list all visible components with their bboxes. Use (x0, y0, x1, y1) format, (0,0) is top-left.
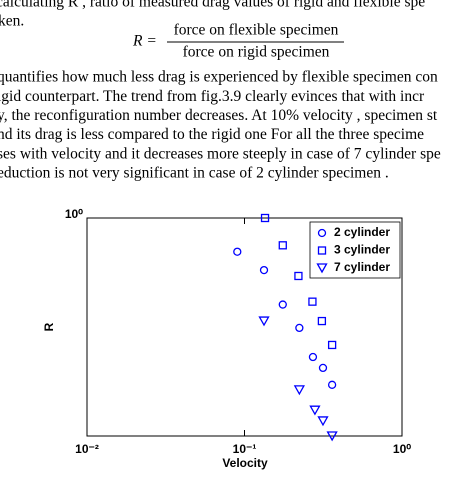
point (326, 431, 338, 442)
text-line: eduction is not very significant in case… (0, 165, 389, 182)
x-tick-label: 10⁻¹ (233, 442, 257, 456)
text-line: ken. (0, 13, 24, 30)
point (259, 265, 269, 275)
point (308, 352, 318, 362)
x-tick-label: 10⁻² (75, 442, 99, 456)
point (278, 241, 287, 250)
point (308, 297, 317, 306)
y-tick-label: 10⁰ (65, 207, 83, 221)
point (317, 316, 327, 326)
text-line: igid counterpart. The trend from fig.3.9… (0, 88, 425, 105)
point (233, 247, 242, 256)
text-line: y, the reconfiguration number decreases.… (0, 107, 438, 124)
y-axis-label: R (42, 322, 56, 331)
equation-denominator: force on rigid specimen (183, 44, 330, 61)
equation-numerator: force on flexible specimen (174, 22, 339, 39)
point (327, 380, 337, 389)
text-line: ses with velocity and it decreases more … (0, 145, 441, 162)
text-line: quantifies how much less drag is experie… (0, 69, 438, 86)
paragraph: quantifies how much less drag is experie… (0, 69, 441, 182)
text-line: nd its drag is less compared to the rigi… (0, 126, 424, 143)
point (294, 271, 303, 281)
point (318, 363, 328, 373)
equation-lhs: R = (132, 33, 157, 50)
legend-marker (316, 263, 328, 274)
point (295, 323, 304, 333)
legend-label: 7 cylinder (334, 260, 390, 274)
point (293, 385, 305, 396)
point (327, 340, 337, 350)
point (309, 405, 321, 416)
x-tick-label: 10⁰ (393, 442, 411, 456)
legend-label: 3 cylinder (334, 243, 390, 257)
text-line: calculating R , ratio of measured drag v… (0, 0, 425, 11)
x-axis-label: Velocity (222, 456, 268, 470)
legend-marker (317, 228, 327, 238)
point (258, 316, 270, 327)
point (260, 213, 270, 223)
legend-label: 2 cylinder (334, 225, 390, 239)
legend-marker (317, 246, 327, 255)
point (317, 416, 329, 427)
point (278, 300, 287, 309)
